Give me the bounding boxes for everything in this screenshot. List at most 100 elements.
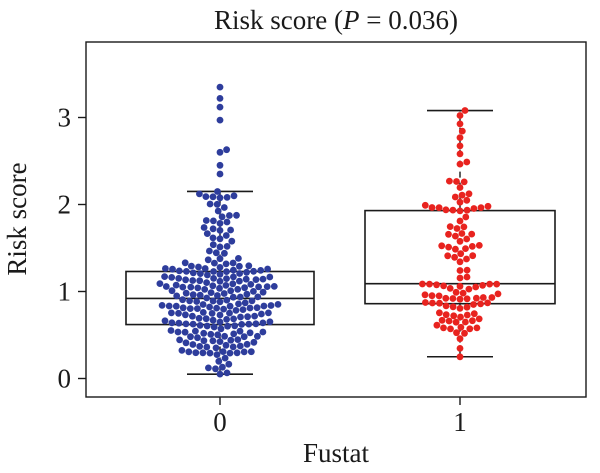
data-point: [219, 348, 227, 355]
data-point: [209, 316, 217, 324]
data-point: [216, 95, 224, 102]
data-point: [222, 260, 230, 268]
data-point: [175, 309, 182, 317]
data-point: [440, 282, 447, 290]
data-point: [213, 304, 221, 312]
data-point: [175, 275, 183, 282]
data-point: [169, 265, 176, 273]
data-point: [243, 268, 251, 276]
data-point: [207, 330, 215, 338]
data-point: [247, 281, 255, 288]
data-point: [201, 265, 209, 272]
data-point: [161, 317, 169, 325]
data-point: [174, 328, 182, 336]
data-point: [161, 273, 169, 280]
data-point: [186, 305, 194, 312]
data-point: [223, 369, 231, 377]
data-point: [446, 177, 453, 185]
data-point: [216, 116, 224, 124]
data-point: [227, 226, 235, 234]
data-point: [463, 158, 471, 166]
data-point: [460, 178, 468, 186]
data-point: [204, 256, 212, 264]
data-point: [173, 292, 181, 300]
data-point: [468, 230, 476, 238]
data-point: [226, 309, 233, 317]
data-point: [259, 275, 267, 283]
data-point: [250, 338, 258, 346]
data-point: [216, 161, 224, 169]
data-point: [187, 283, 195, 291]
data-point: [226, 349, 234, 357]
data-point: [183, 268, 190, 275]
data-point: [196, 277, 204, 285]
data-point: [216, 170, 224, 178]
data-point: [259, 288, 267, 296]
data-point: [484, 299, 491, 307]
data-point: [255, 283, 262, 291]
data-point: [463, 311, 471, 319]
data-point: [247, 348, 255, 356]
data-point: [216, 338, 224, 345]
data-point: [175, 267, 183, 275]
data-point: [178, 347, 186, 354]
data-point: [456, 120, 464, 128]
data-point: [168, 309, 175, 317]
data-point: [206, 349, 214, 357]
data-point: [216, 284, 223, 292]
data-point: [469, 317, 476, 325]
data-point: [452, 245, 459, 253]
data-point: [442, 206, 450, 214]
data-point: [207, 289, 215, 296]
data-point: [199, 309, 207, 316]
data-point: [479, 282, 486, 289]
data-point: [209, 225, 217, 233]
data-point: [227, 336, 235, 344]
y-tick-label: 2: [58, 190, 72, 220]
data-point: [463, 255, 470, 263]
data-point: [203, 343, 211, 351]
data-point: [245, 320, 253, 328]
data-point: [446, 285, 454, 292]
data-point: [259, 328, 267, 336]
data-point: [459, 289, 467, 297]
data-point: [229, 259, 237, 267]
data-point: [488, 294, 496, 301]
data-point: [435, 204, 443, 212]
plot-frame: [85, 41, 587, 398]
data-point: [463, 235, 471, 243]
data-point: [238, 321, 246, 328]
data-point: [470, 310, 478, 318]
data-point: [206, 200, 214, 208]
data-point: [182, 320, 190, 328]
data-point: [429, 299, 436, 307]
y-tick-label: 1: [58, 277, 72, 307]
data-point: [456, 134, 464, 142]
data-point: [456, 345, 464, 352]
data-point: [258, 310, 265, 318]
data-point: [168, 274, 176, 281]
data-point: [461, 329, 468, 337]
data-point: [472, 283, 480, 291]
data-point: [162, 265, 169, 272]
data-point: [493, 280, 501, 288]
data-point: [250, 267, 257, 275]
data-point: [216, 220, 224, 227]
chart-title-rest: = 0.036): [360, 5, 458, 35]
data-point: [447, 325, 454, 333]
data-point: [252, 320, 260, 328]
data-point: [240, 333, 248, 341]
data-point: [456, 267, 464, 274]
y-tick-label: 3: [58, 103, 72, 133]
data-point: [456, 112, 464, 119]
data-point: [194, 284, 202, 292]
data-point: [456, 237, 464, 245]
data-point: [192, 349, 200, 357]
data-point: [199, 349, 207, 357]
data-point: [234, 285, 242, 293]
data-point: [203, 294, 211, 302]
data-point: [210, 268, 218, 275]
data-point: [195, 263, 202, 271]
data-point: [216, 83, 224, 91]
